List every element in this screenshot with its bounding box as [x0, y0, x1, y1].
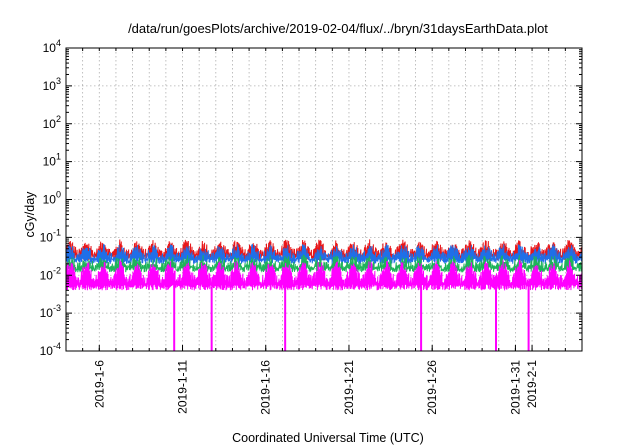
- y-tick-exponent: 4: [56, 38, 61, 48]
- y-tick-mantissa: 10: [43, 41, 57, 55]
- y-tick-label: 10-3: [40, 303, 61, 320]
- y-tick-label: 104: [43, 38, 61, 55]
- series-1-line: [65, 244, 583, 265]
- y-tick-exponent: 1: [56, 152, 61, 162]
- y-tick-exponent: -1: [53, 227, 61, 237]
- y-tick-mantissa: 10: [43, 155, 57, 169]
- y-tick-label: 10-2: [40, 265, 61, 282]
- y-tick-mantissa: 10: [40, 306, 54, 320]
- x-tick-label: 2019-2-1: [525, 360, 539, 408]
- y-tick-mantissa: 10: [43, 117, 57, 131]
- chart-title: /data/run/goesPlots/archive/2019-02-04/f…: [128, 21, 548, 36]
- x-tick-label: 2019-1-26: [425, 360, 439, 415]
- y-tick-exponent: 3: [56, 76, 61, 86]
- y-tick-mantissa: 10: [40, 268, 54, 282]
- y-tick-label: 10-1: [40, 227, 61, 244]
- series-2-line: [65, 254, 583, 274]
- y-tick-mantissa: 10: [40, 344, 54, 358]
- y-tick-label: 102: [43, 114, 61, 131]
- y-tick-mantissa: 10: [43, 193, 57, 207]
- y-tick-label: 100: [43, 190, 61, 207]
- y-tick-exponent: -3: [53, 303, 61, 313]
- x-axis: 2019-1-6 2019-1-11 2019-1-16 2019-1-21 2019-…: [82, 48, 566, 415]
- x-tick-label: 2019-1-16: [259, 360, 273, 415]
- x-tick-label: 2019-1-31: [508, 360, 522, 415]
- series-3-line: [65, 260, 583, 291]
- x-tick-label: 2019-1-21: [342, 360, 356, 415]
- y-tick-label: 10-4: [40, 341, 61, 358]
- y-tick-exponent: -4: [53, 341, 61, 351]
- y-tick-exponent: 2: [56, 114, 61, 124]
- y-tick-exponent: -2: [53, 265, 61, 275]
- x-axis-label: Coordinated Universal Time (UTC): [232, 431, 424, 445]
- x-tick-label: 2019-1-11: [176, 360, 190, 414]
- y-tick-mantissa: 10: [40, 230, 54, 244]
- y-tick-exponent: 0: [56, 190, 61, 200]
- y-tick-mantissa: 10: [43, 79, 57, 93]
- x-tick-label: 2019-1-6: [92, 360, 106, 408]
- grid: [66, 47, 582, 352]
- y-tick-label: 101: [43, 152, 61, 169]
- series-layer: [65, 239, 583, 351]
- y-tick-label: 103: [43, 76, 61, 93]
- y-axis-label: cGy/day: [23, 191, 37, 238]
